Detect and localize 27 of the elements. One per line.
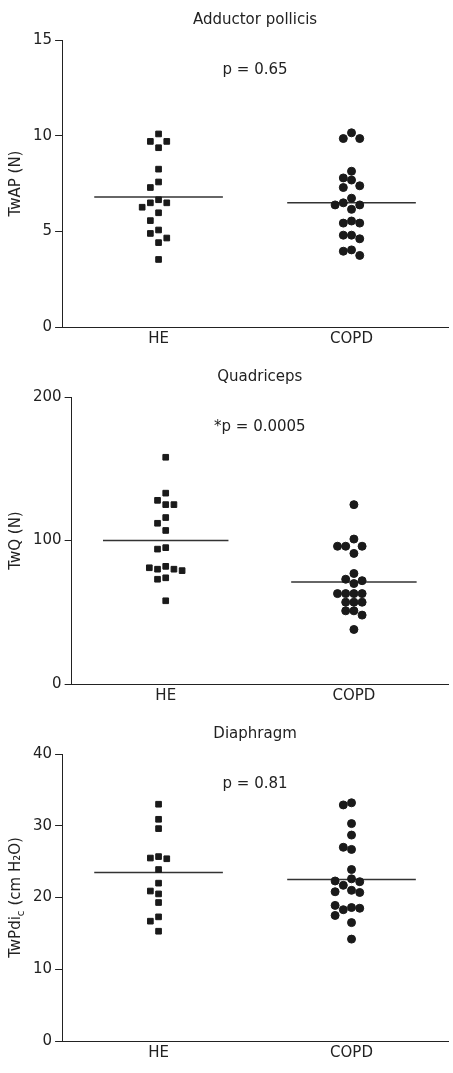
y-tick-label: 200 (32, 386, 62, 405)
y-tick-label: 0 (42, 1030, 53, 1049)
y-tick-label: 30 (32, 815, 53, 834)
y-axis-title: TwAP (N) (5, 150, 24, 218)
y-tick-label: 0 (42, 316, 53, 335)
y-tick-label: 10 (32, 125, 53, 144)
chart-title: Diaphragm (213, 723, 297, 742)
chart-title: Quadriceps (217, 366, 303, 385)
y-axis-title: TwPdic (cm H₂O) (5, 837, 26, 959)
y-tick-label: 40 (32, 743, 53, 762)
x-tick-label: COPD (330, 328, 373, 347)
x-tick-label: COPD (332, 685, 376, 704)
chart-title: Adductor pollicis (192, 9, 318, 28)
x-tick-label: HE (148, 328, 169, 347)
annotation: *p = 0.0005 (214, 416, 306, 435)
x-tick-label: HE (148, 1042, 169, 1061)
y-tick-label: 10 (32, 959, 53, 978)
y-tick-label: 20 (32, 887, 53, 906)
y-tick-label: 5 (42, 221, 53, 240)
annotation: p = 0.65 (222, 59, 288, 78)
y-tick-label: 100 (32, 530, 62, 549)
annotation: p = 0.81 (222, 773, 288, 792)
x-tick-label: COPD (330, 1042, 373, 1061)
y-tick-label: 0 (52, 673, 62, 692)
y-axis-title: TwQ (N) (5, 511, 24, 571)
x-tick-label: HE (155, 685, 177, 704)
y-tick-label: 15 (32, 29, 53, 48)
